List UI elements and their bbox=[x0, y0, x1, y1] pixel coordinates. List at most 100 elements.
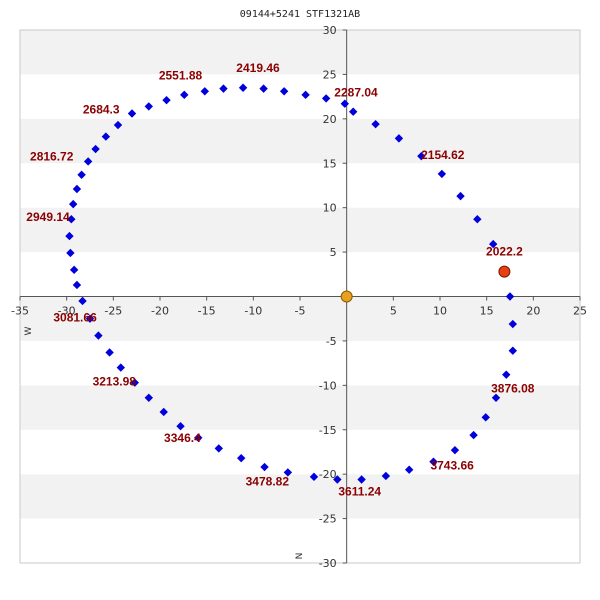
orbit-point bbox=[66, 248, 75, 258]
epoch-label: 3478.82 bbox=[246, 475, 290, 489]
orbit-point bbox=[508, 319, 517, 329]
orbit-point bbox=[69, 265, 79, 275]
orbit-point bbox=[394, 134, 404, 143]
orbit-point bbox=[456, 191, 465, 201]
orbit-point bbox=[180, 90, 189, 100]
orbit-point bbox=[505, 292, 515, 301]
orbit-point bbox=[259, 84, 268, 93]
epoch-label: 2551.88 bbox=[159, 69, 203, 83]
orbit-point bbox=[144, 102, 153, 111]
grid-band bbox=[20, 252, 580, 297]
x-tick-label: -35 bbox=[11, 305, 29, 318]
orbit-point bbox=[101, 132, 111, 141]
y-tick-label: -5 bbox=[326, 335, 337, 348]
orbit-point bbox=[502, 370, 511, 379]
epoch-label: 3743.66 bbox=[430, 459, 474, 473]
epoch-label: 2022.2 bbox=[486, 245, 523, 259]
orbit-point bbox=[116, 363, 125, 372]
orbit-point bbox=[489, 239, 498, 249]
grid-band bbox=[20, 163, 580, 208]
x-tick-label: -5 bbox=[295, 305, 306, 318]
grid-band bbox=[20, 74, 580, 119]
current-position-marker bbox=[498, 265, 511, 278]
orbit-point bbox=[72, 184, 82, 194]
x-tick-label: -30 bbox=[58, 305, 76, 318]
epoch-label: 3876.08 bbox=[491, 381, 535, 395]
epoch-label: 3611.24 bbox=[338, 484, 381, 498]
orbit-point bbox=[200, 87, 209, 96]
orbit-point bbox=[417, 151, 426, 161]
orbit-point bbox=[194, 433, 203, 442]
x-tick-label: 25 bbox=[573, 305, 587, 318]
grid-band bbox=[20, 118, 580, 164]
grid-band bbox=[20, 474, 580, 519]
orbit-point bbox=[127, 109, 137, 118]
grid-band bbox=[20, 518, 580, 563]
orbit-point bbox=[214, 444, 223, 453]
grid-band bbox=[20, 30, 580, 75]
orbit-point bbox=[321, 94, 331, 103]
x-direction-label: W bbox=[24, 326, 34, 335]
orbit-point bbox=[279, 87, 289, 96]
epoch-label: 2684.3 bbox=[83, 103, 120, 117]
y-tick-label: 5 bbox=[330, 246, 337, 259]
epoch-label: 2154.62 bbox=[421, 148, 465, 162]
orbit-points bbox=[65, 83, 517, 484]
x-tick-label: -20 bbox=[151, 305, 169, 318]
y-tick-label: -15 bbox=[319, 424, 337, 437]
orbit-point bbox=[381, 471, 391, 481]
annotations: 2022.2 2154.62 2287.04 2419.46 2551.88 2684.3… bbox=[26, 61, 535, 499]
orbit-point bbox=[260, 462, 269, 472]
orbit-point bbox=[333, 475, 342, 484]
y-tick-label: -25 bbox=[319, 513, 337, 526]
orbit-point bbox=[176, 421, 185, 431]
orbit-point bbox=[473, 215, 482, 224]
orbit-point bbox=[83, 157, 93, 166]
y-tick-label: -30 bbox=[319, 557, 337, 570]
epoch-label: 3346.4 bbox=[164, 431, 201, 445]
orbit-point bbox=[91, 144, 100, 154]
x-tick-label: 5 bbox=[390, 305, 397, 318]
y-tick-label: 20 bbox=[323, 113, 337, 126]
orbit-point bbox=[85, 314, 95, 323]
orbit-point bbox=[450, 445, 460, 455]
orbit-point bbox=[113, 120, 123, 130]
tick-labels: -35 -30 -25 -20 -15 -10 -5 5 10 15 20 25 -30 -25 -20 -1… bbox=[11, 24, 587, 570]
grid-band bbox=[20, 385, 580, 430]
x-tick-label: -25 bbox=[104, 305, 122, 318]
grid-band bbox=[20, 207, 580, 253]
y-tick-label: 15 bbox=[323, 157, 337, 170]
orbit-point bbox=[371, 119, 380, 129]
orbit-point bbox=[429, 457, 438, 466]
epoch-label: 3213.98 bbox=[93, 374, 137, 388]
grid-band bbox=[20, 340, 580, 386]
orbit-point bbox=[491, 393, 501, 402]
orbit-point bbox=[508, 346, 517, 355]
special-markers bbox=[340, 265, 511, 303]
orbit-point bbox=[69, 199, 78, 209]
x-tick-label: 20 bbox=[526, 305, 540, 318]
epoch-label: 2949.14 bbox=[26, 210, 70, 224]
y-tick-label: 10 bbox=[323, 202, 337, 215]
orbit-point bbox=[159, 407, 168, 417]
x-tick-label: -10 bbox=[244, 305, 262, 318]
epoch-label: 2816.72 bbox=[30, 150, 74, 164]
orbit-point bbox=[481, 413, 490, 422]
orbit-point bbox=[238, 83, 248, 92]
grid-bands bbox=[19, 29, 581, 564]
orbit-point bbox=[357, 475, 366, 484]
orbit-point bbox=[301, 90, 310, 100]
chart-title: 09144+5241 STF1321AB bbox=[240, 9, 360, 20]
orbit-point bbox=[340, 99, 349, 108]
y-tick-label: 30 bbox=[323, 24, 337, 37]
orbit-point bbox=[283, 468, 293, 477]
orbit-point bbox=[144, 393, 153, 402]
orbit-point bbox=[469, 430, 478, 440]
y-tick-label: 25 bbox=[323, 68, 337, 81]
orbit-point bbox=[105, 348, 114, 357]
x-tick-label: -15 bbox=[198, 305, 216, 318]
orbit-point bbox=[72, 280, 82, 290]
epoch-label: 3081.66 bbox=[53, 310, 97, 324]
x-tick-label: 10 bbox=[433, 305, 447, 318]
